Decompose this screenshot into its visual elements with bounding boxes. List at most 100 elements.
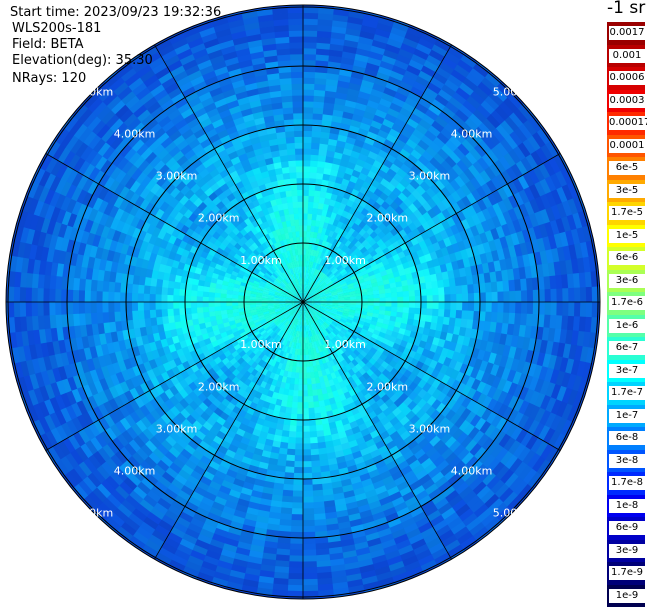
range-gate	[445, 101, 460, 115]
range-gate	[339, 183, 348, 192]
range-gate	[391, 265, 399, 274]
range-gate	[426, 259, 435, 269]
range-gate	[342, 272, 350, 279]
range-gate	[375, 276, 384, 283]
range-gate	[322, 330, 328, 337]
range-gate	[308, 318, 312, 325]
range-gate	[543, 314, 551, 329]
range-gate	[371, 333, 379, 340]
range-gate	[347, 314, 355, 319]
range-gate	[464, 411, 477, 425]
range-gate	[405, 183, 417, 194]
range-gate	[560, 372, 572, 389]
range-gate	[299, 355, 303, 362]
range-gate	[435, 190, 447, 202]
range-gate	[452, 163, 465, 177]
range-gate	[184, 301, 192, 309]
range-gate	[486, 179, 498, 194]
range-gate	[420, 231, 430, 241]
range-gate	[429, 141, 442, 154]
range-gate	[290, 525, 303, 533]
range-gate	[462, 336, 471, 347]
range-gate	[350, 275, 358, 281]
range-gate	[485, 292, 493, 303]
range-gate	[317, 311, 324, 317]
range-gate	[90, 290, 97, 302]
range-gate	[317, 257, 323, 265]
range-gate	[420, 526, 436, 540]
range-gate	[341, 366, 349, 374]
range-gate	[547, 430, 561, 448]
range-gate	[356, 302, 363, 306]
range-gate	[379, 123, 393, 135]
range-gate	[428, 451, 442, 464]
range-gate	[412, 218, 423, 229]
range-gate	[315, 321, 321, 328]
range-gate	[282, 483, 294, 491]
range-gate	[309, 425, 317, 432]
range-gate	[420, 499, 435, 513]
range-gate	[491, 401, 504, 415]
range-gate	[341, 178, 350, 187]
range-gate	[444, 436, 457, 449]
range-gate	[461, 512, 478, 528]
range-gate	[37, 301, 44, 316]
range-gate	[363, 458, 376, 468]
range-gate	[350, 299, 357, 303]
range-gate	[289, 543, 303, 551]
range-gate	[302, 390, 308, 397]
range-gate	[582, 256, 591, 274]
range-gate	[570, 359, 581, 377]
range-gate	[406, 26, 424, 39]
range-gate	[417, 494, 432, 507]
range-gate	[354, 289, 362, 294]
range-gate	[320, 265, 326, 273]
range-gate	[367, 327, 375, 334]
range-gate	[376, 490, 390, 501]
range-gate	[367, 290, 374, 296]
range-gate	[516, 336, 525, 350]
range-gate	[346, 347, 354, 355]
range-gate	[307, 384, 313, 391]
range-gate	[435, 272, 444, 282]
range-gate	[409, 296, 416, 303]
range-gate	[354, 269, 362, 276]
range-gate	[310, 225, 316, 233]
range-gate	[286, 448, 296, 456]
range-gate	[499, 510, 514, 524]
range-gate	[317, 18, 334, 27]
range-gate	[455, 86, 471, 101]
range-gate	[143, 301, 150, 311]
range-gate	[435, 524, 451, 538]
range-gate	[403, 434, 415, 446]
range-gate	[405, 475, 419, 487]
range-gate	[538, 289, 546, 303]
range-gate	[513, 108, 529, 125]
range-gate	[417, 215, 428, 226]
range-gate	[337, 307, 345, 311]
range-gate	[460, 373, 471, 386]
range-gate	[381, 475, 395, 486]
range-gate	[473, 463, 488, 478]
range-gate	[476, 329, 484, 341]
range-gate	[479, 292, 487, 303]
range-gate	[352, 266, 360, 273]
range-gate	[433, 552, 451, 566]
range-gate	[155, 293, 162, 302]
range-gate	[361, 414, 371, 424]
range-gate	[432, 455, 446, 468]
range-gate	[281, 495, 293, 503]
range-gate	[431, 424, 444, 437]
range-gate	[314, 321, 320, 328]
range-gate	[337, 291, 344, 295]
range-gate	[302, 508, 315, 515]
range-gate	[303, 48, 318, 55]
range-gate	[499, 236, 509, 250]
range-gate	[359, 285, 367, 290]
range-gate	[499, 469, 515, 485]
range-gate	[401, 406, 412, 417]
range-gate	[490, 109, 506, 125]
range-gate	[302, 413, 310, 421]
range-gate	[367, 302, 375, 306]
range-gate	[495, 465, 510, 481]
